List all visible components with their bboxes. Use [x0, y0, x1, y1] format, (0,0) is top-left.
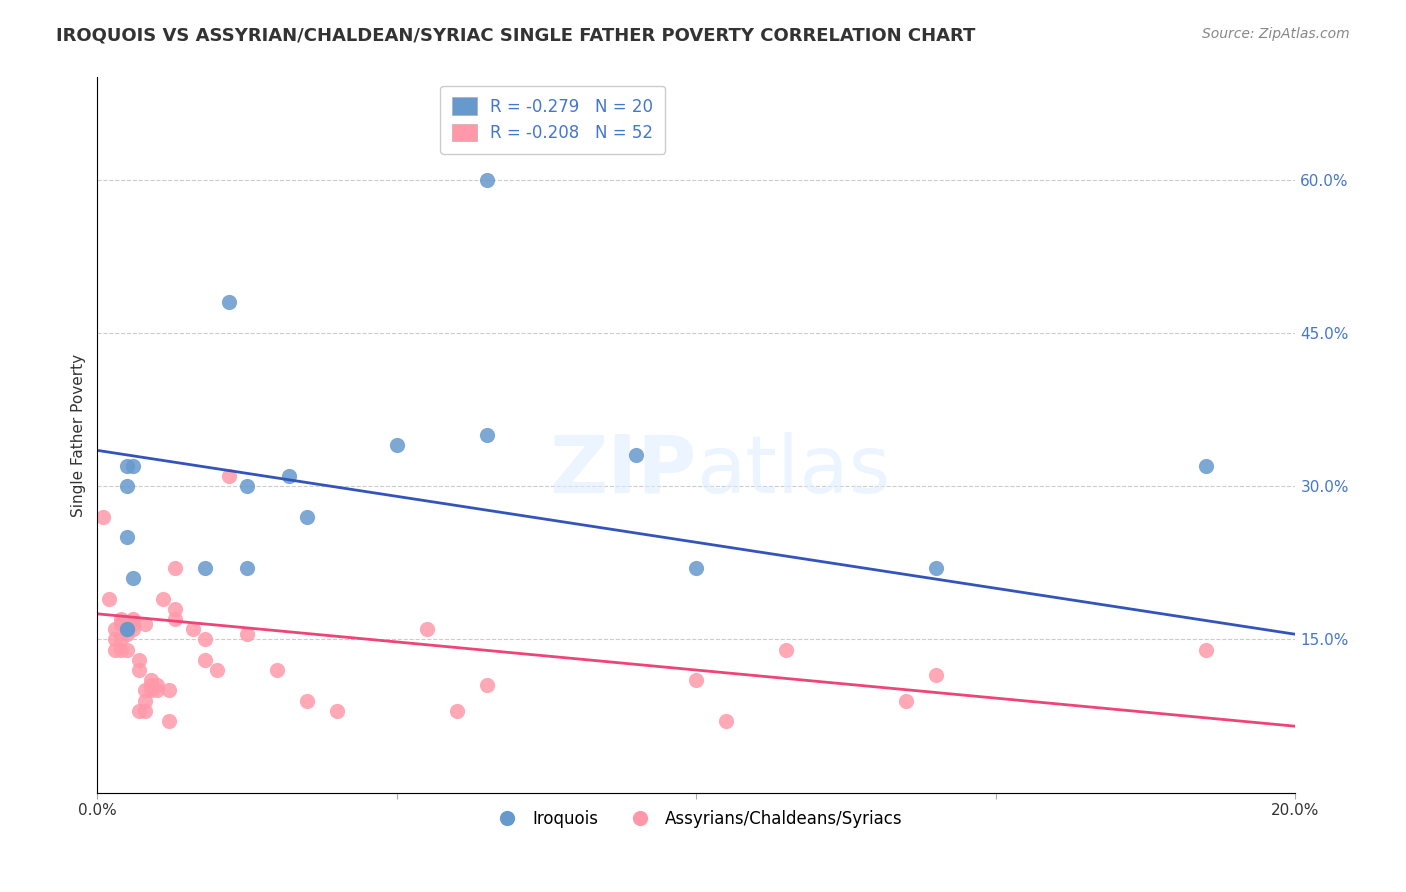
- Point: [110, 617, 132, 632]
- Point: [236, 627, 259, 641]
- Point: [122, 458, 145, 473]
- Point: [326, 704, 349, 718]
- Point: [626, 449, 648, 463]
- Point: [117, 622, 139, 636]
- Point: [117, 530, 139, 544]
- Point: [104, 642, 127, 657]
- Point: [122, 612, 145, 626]
- Point: [134, 683, 156, 698]
- Point: [110, 642, 132, 657]
- Point: [775, 642, 797, 657]
- Point: [110, 612, 132, 626]
- Point: [194, 653, 217, 667]
- Point: [165, 612, 187, 626]
- Point: [218, 469, 240, 483]
- Point: [165, 601, 187, 615]
- Point: [134, 694, 156, 708]
- Text: IROQUOIS VS ASSYRIAN/CHALDEAN/SYRIAC SINGLE FATHER POVERTY CORRELATION CHART: IROQUOIS VS ASSYRIAN/CHALDEAN/SYRIAC SIN…: [56, 27, 976, 45]
- Point: [117, 622, 139, 636]
- Point: [122, 622, 145, 636]
- Point: [146, 683, 169, 698]
- Point: [236, 561, 259, 575]
- Point: [117, 479, 139, 493]
- Point: [157, 683, 180, 698]
- Point: [165, 561, 187, 575]
- Point: [117, 617, 139, 632]
- Point: [194, 632, 217, 647]
- Text: atlas: atlas: [696, 432, 891, 510]
- Legend: Iroquois, Assyrians/Chaldeans/Syriacs: Iroquois, Assyrians/Chaldeans/Syriacs: [484, 803, 910, 834]
- Point: [446, 704, 468, 718]
- Point: [278, 469, 301, 483]
- Point: [117, 622, 139, 636]
- Point: [385, 438, 408, 452]
- Point: [1194, 458, 1216, 473]
- Text: Source: ZipAtlas.com: Source: ZipAtlas.com: [1202, 27, 1350, 41]
- Point: [93, 509, 115, 524]
- Point: [141, 673, 163, 688]
- Point: [122, 571, 145, 585]
- Point: [157, 714, 180, 728]
- Point: [685, 673, 707, 688]
- Point: [236, 479, 259, 493]
- Point: [141, 683, 163, 698]
- Point: [104, 622, 127, 636]
- Y-axis label: Single Father Poverty: Single Father Poverty: [72, 353, 86, 516]
- Point: [146, 678, 169, 692]
- Point: [134, 704, 156, 718]
- Point: [416, 622, 439, 636]
- Text: ZIP: ZIP: [550, 432, 696, 510]
- Point: [104, 632, 127, 647]
- Point: [218, 295, 240, 310]
- Point: [98, 591, 121, 606]
- Point: [1194, 642, 1216, 657]
- Point: [110, 632, 132, 647]
- Point: [117, 458, 139, 473]
- Point: [128, 704, 150, 718]
- Point: [475, 172, 498, 186]
- Point: [685, 561, 707, 575]
- Point: [266, 663, 288, 677]
- Point: [128, 663, 150, 677]
- Point: [475, 428, 498, 442]
- Point: [134, 617, 156, 632]
- Point: [205, 663, 228, 677]
- Point: [716, 714, 738, 728]
- Point: [117, 627, 139, 641]
- Point: [295, 509, 318, 524]
- Point: [122, 617, 145, 632]
- Point: [925, 668, 948, 682]
- Point: [128, 653, 150, 667]
- Point: [152, 591, 174, 606]
- Point: [141, 678, 163, 692]
- Point: [117, 642, 139, 657]
- Point: [181, 622, 204, 636]
- Point: [295, 694, 318, 708]
- Point: [194, 561, 217, 575]
- Point: [894, 694, 917, 708]
- Point: [925, 561, 948, 575]
- Point: [475, 678, 498, 692]
